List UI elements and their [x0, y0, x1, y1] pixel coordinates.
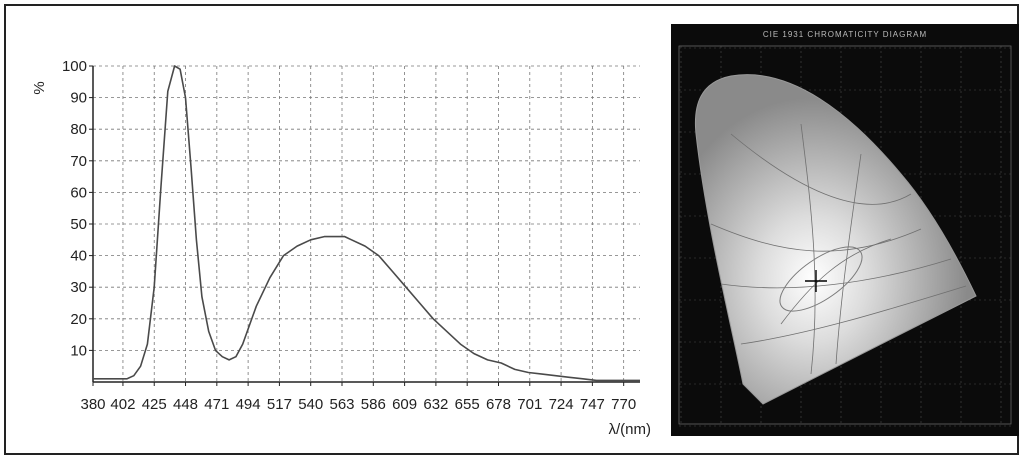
y-tick-label: 30: [70, 279, 87, 296]
x-tick-label: 770: [611, 396, 636, 413]
x-tick-label: 724: [549, 396, 574, 413]
x-tick-label: 494: [236, 396, 261, 413]
x-tick-label: 425: [142, 396, 167, 413]
x-tick-label: 471: [204, 396, 229, 413]
cie-planckian-ellipse: [779, 246, 863, 312]
cie-diagram-image: CIE 1931 CHROMATICITY DIAGRAM: [678, 30, 1012, 427]
y-tick-label: 20: [70, 311, 87, 328]
cie-plot-border: [678, 45, 1012, 425]
x-tick-label: 540: [298, 396, 323, 413]
x-tick-label: 402: [110, 396, 135, 413]
x-tick-label: 380: [80, 396, 105, 413]
y-tick-label: 50: [70, 216, 87, 233]
y-tick-label: 70: [70, 153, 87, 170]
x-tick-label: 701: [517, 396, 542, 413]
x-tick-label: 517: [267, 396, 292, 413]
x-tick-label: 655: [455, 396, 480, 413]
y-tick-label: 90: [70, 90, 87, 107]
y-tick-label: 100: [62, 58, 87, 75]
spectrum-chart: 380 402 425 448 471 494 517 540 563 586 609 632 655 6…: [31, 58, 652, 438]
y-axis-label: %: [31, 81, 48, 94]
cie-gamut: [694, 74, 977, 405]
spectrum-series-line: [93, 65, 640, 382]
x-axis-label: λ/(nm): [609, 421, 652, 438]
x-tick-label: 747: [580, 396, 605, 413]
cie-chromaticity-diagram: CIE 1931 CHROMATICITY DIAGRAM: [671, 24, 1019, 436]
x-tick-label: 563: [329, 396, 354, 413]
cie-isotherm-lines: [710, 123, 967, 375]
cie-title: CIE 1931 CHROMATICITY DIAGRAM: [763, 30, 927, 39]
x-tick-label: 586: [361, 396, 386, 413]
y-tick-label: 40: [70, 248, 87, 265]
y-tick-label: 80: [70, 121, 87, 138]
crosshair-icon: [805, 270, 827, 292]
x-tick-label: 609: [392, 396, 417, 413]
y-tick-label: 10: [70, 342, 87, 359]
x-tick-label: 448: [173, 396, 198, 413]
x-tick-label: 678: [486, 396, 511, 413]
y-tick-label: 60: [70, 184, 87, 201]
x-tick-label: 632: [423, 396, 448, 413]
